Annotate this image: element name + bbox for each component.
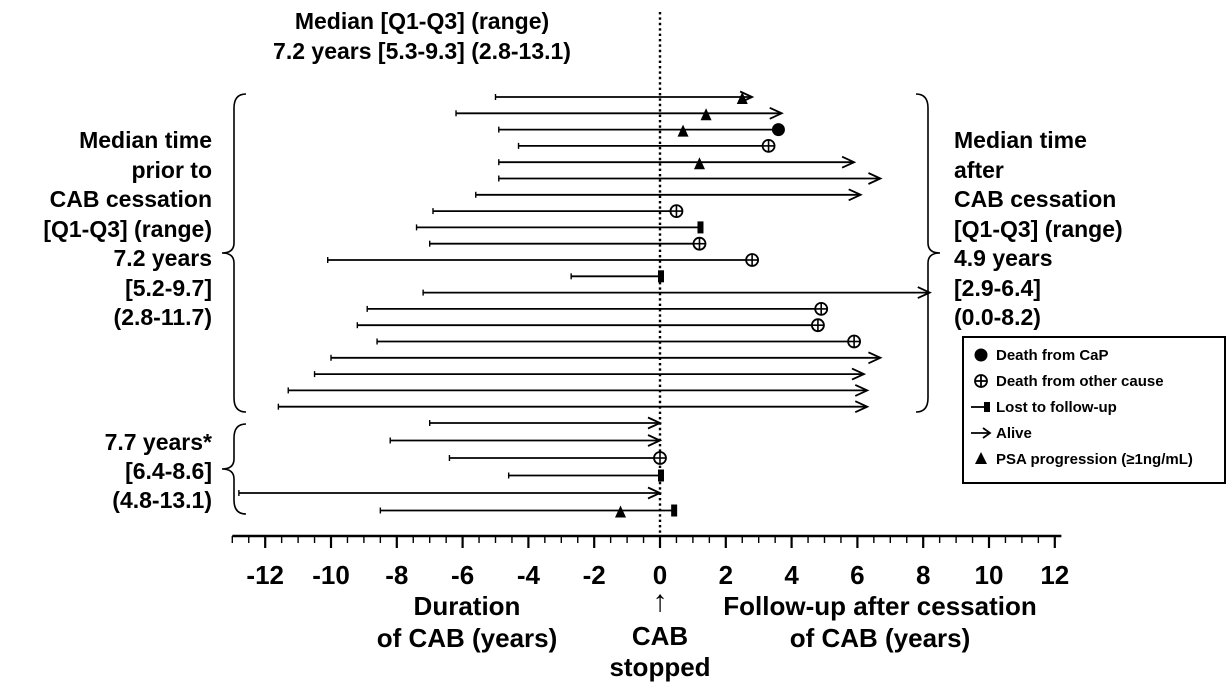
x-tick-label: 0	[653, 560, 667, 590]
legend-label: PSA progression (≥1ng/mL)	[996, 450, 1193, 468]
group1-row-4-arrow-alive	[841, 155, 857, 169]
left-annotation-line: Median time	[79, 127, 212, 153]
right-annotation-line: [2.9-6.4]	[954, 274, 1041, 301]
group2-row-5-psa-marker	[615, 505, 627, 518]
group1-row-5-arrow-alive	[868, 172, 883, 185]
x-tick-label: 6	[850, 560, 864, 590]
legend-item-psa: PSA progression (≥1ng/mL)	[970, 448, 1193, 470]
legend-item-lost: Lost to follow-up	[970, 396, 1117, 418]
group1-row-2-death-cap-marker	[771, 123, 785, 137]
left-annotation-line: prior to	[131, 156, 213, 183]
group1-row-11-lost-marker	[658, 270, 664, 283]
lower-annotation-line: [6.4-8.6]	[125, 458, 212, 484]
group1-row-8-lost-marker	[697, 221, 704, 234]
group1-row-2-psa-marker	[677, 124, 689, 137]
x-tick-label: -8	[385, 560, 408, 590]
group1-row-4-psa-marker	[693, 157, 705, 170]
arrow-right-icon	[971, 427, 992, 439]
x-tick-label: -2	[583, 560, 606, 590]
legend-label: Lost to follow-up	[996, 398, 1117, 416]
group1-row-1-arrow-alive	[769, 106, 784, 120]
legend-label: Death from other cause	[996, 372, 1164, 390]
group2-row-5-lost-marker	[671, 504, 678, 517]
right-annotation-line: after	[954, 156, 1004, 183]
legend-item-alive: Alive	[970, 422, 1032, 444]
top-median-line2: 7.2 years [5.3-9.3] (2.8-13.1)	[273, 38, 571, 64]
x-tick-label: 12	[1040, 560, 1069, 590]
top-median-line1: Median [Q1-Q3] (range)	[294, 8, 550, 34]
group2-row-1-arrow-alive	[647, 434, 663, 447]
x-tick-label: -12	[246, 560, 284, 590]
left-annotation-line: CAB cessation	[49, 186, 212, 212]
right-annotation-line: CAB cessation	[954, 186, 1117, 212]
right-brace-group1	[915, 93, 941, 413]
group1-row-12-arrow-alive	[917, 286, 932, 299]
lower-annotation-line: 7.7 years*	[104, 429, 212, 455]
x-tick-label: 2	[719, 560, 733, 590]
group2-row-3-lost-marker	[658, 469, 664, 482]
group2-row-0-arrow-alive	[647, 416, 663, 430]
right-annotation-line: 4.9 years	[954, 245, 1053, 271]
lower-annotation-line: (4.8-13.1)	[112, 487, 212, 513]
group1-row-18-arrow-alive	[854, 384, 870, 397]
legend-item-death-other: Death from other cause	[970, 370, 1164, 392]
left-brace-group1	[221, 93, 247, 413]
group1-row-0-psa-marker	[736, 92, 748, 104]
x-tick-label: 4	[784, 560, 799, 590]
x-tick-label: -10	[312, 560, 350, 590]
x-tick-label: 10	[975, 560, 1004, 590]
group1-row-19-arrow-alive	[854, 400, 870, 414]
x-axis-label-duration: Duration of CAB (years)	[376, 591, 558, 653]
right-annotation-line: [Q1-Q3] (range)	[954, 215, 1123, 242]
cab-stopped-label: CAB stopped	[609, 621, 711, 682]
group1-row-16-arrow-alive	[868, 351, 883, 365]
group1-row-6-arrow-alive	[848, 188, 863, 202]
x-tick-label: -4	[517, 560, 541, 590]
left-median-annotation: Median time prior to CAB cessation [Q1-Q…	[0, 126, 212, 333]
x-tick-label: -6	[451, 560, 474, 590]
right-median-annotation: Median time after CAB cessation [Q1-Q3] …	[954, 126, 1194, 333]
group1-row-1-psa-marker	[700, 108, 712, 121]
left-annotation-line: 7.2 years	[113, 245, 212, 271]
left-annotation-line: (2.8-11.7)	[113, 304, 212, 330]
x-tick-label: 8	[916, 560, 930, 590]
lower-median-annotation: 7.7 years* [6.4-8.6] (4.8-13.1)	[0, 428, 212, 515]
center-arrow-icon: ↑	[652, 585, 668, 618]
right-annotation-line: (0.0-8.2)	[954, 304, 1041, 330]
right-annotation-line: Median time	[954, 127, 1087, 153]
left-annotation-line: [5.2-9.7]	[125, 274, 212, 301]
legend-label: Death from CaP	[996, 346, 1109, 364]
crossed-circle-icon	[974, 374, 988, 388]
filled-dot-icon	[974, 348, 988, 362]
left-annotation-line: [Q1-Q3] (range)	[43, 215, 212, 242]
legend-item-death-cap: Death from CaP	[970, 344, 1109, 366]
left-brace-group2	[221, 423, 247, 515]
bar-end-icon	[971, 402, 990, 412]
legend-label: Alive	[996, 424, 1032, 442]
legend: Death from CaP Death from other cause Lo…	[962, 336, 1226, 484]
group1-row-17-arrow-alive	[851, 367, 867, 381]
x-axis-label-follow-up: Follow-up after cessation of CAB (years)	[723, 591, 1037, 653]
group2-row-4-arrow-alive	[647, 486, 663, 500]
triangle-icon	[975, 452, 987, 464]
